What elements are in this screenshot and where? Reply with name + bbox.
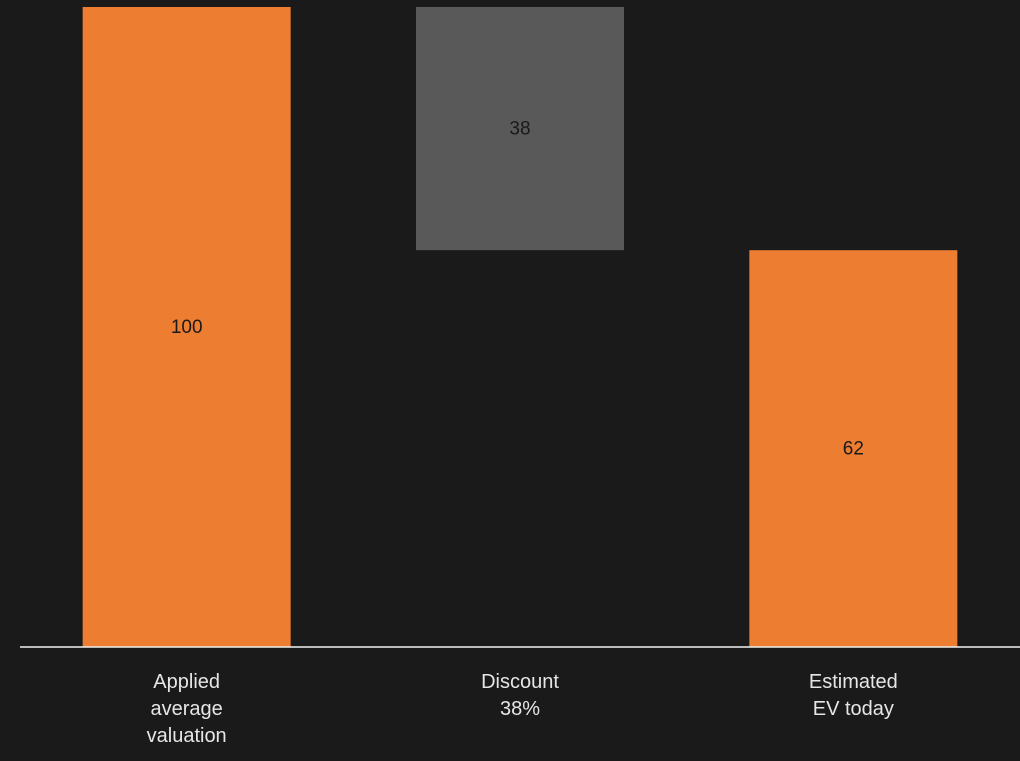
x-tick-label: Discount 38%	[481, 671, 559, 720]
bar	[416, 7, 624, 251]
data-label: 100	[171, 317, 203, 338]
bar	[749, 250, 958, 647]
data-label: 62	[843, 439, 864, 460]
data-label: 38	[509, 119, 530, 140]
x-tick-label: Applied average valuation	[146, 671, 227, 747]
bar	[82, 7, 291, 647]
x-tick-label: Estimated EV today	[808, 671, 898, 720]
